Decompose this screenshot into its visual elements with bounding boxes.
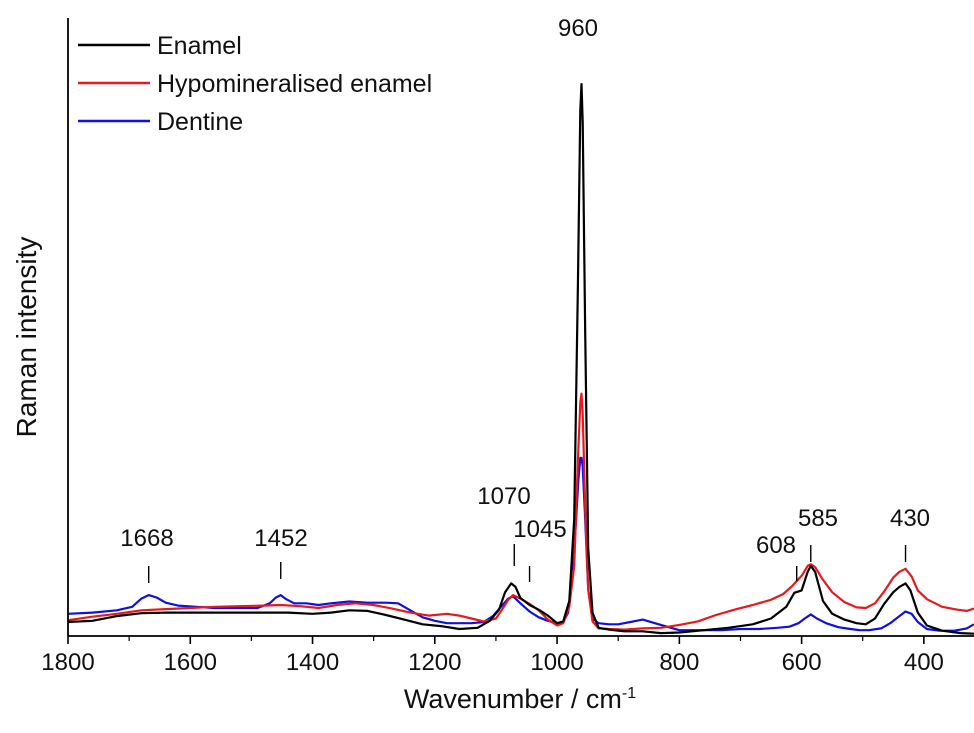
hypomineralised-enamel-line <box>67 392 974 631</box>
x-ticks: 1800 1600 1400 1200 1000 800 600 400 <box>41 636 944 676</box>
x-tick-label: 1600 <box>164 649 217 676</box>
legend-label: Dentine <box>157 108 243 136</box>
peak-label-1668: 1668 <box>120 525 173 552</box>
legend-label: Hypomineralised enamel <box>157 70 432 98</box>
y-axis-label: Raman intensity <box>11 237 42 438</box>
axes <box>67 18 974 637</box>
peak-label-1452: 1452 <box>254 525 307 552</box>
x-tick-label: 800 <box>659 649 699 676</box>
legend-label: Enamel <box>157 32 242 60</box>
enamel-line <box>67 83 974 635</box>
peak-label-960: 960 <box>558 15 598 42</box>
x-tick-label: 1400 <box>286 649 339 676</box>
x-axis-label-superscript: -1 <box>622 685 636 702</box>
x-tick-label: 1000 <box>530 649 583 676</box>
x-tick-label: 1200 <box>408 649 461 676</box>
peak-label-430: 430 <box>890 505 930 532</box>
peak-label-608: 608 <box>756 532 796 559</box>
x-tick-label: 400 <box>904 649 944 676</box>
peak-label-1070: 1070 <box>477 483 530 510</box>
x-tick-label: 1800 <box>41 649 94 676</box>
series-lines <box>67 83 974 635</box>
x-axis-label: Wavenumber / cm-1 <box>404 684 636 714</box>
legend: Enamel Hypomineralised enamel Dentine <box>78 32 432 136</box>
peak-label-1045: 1045 <box>513 516 566 543</box>
peak-label-585: 585 <box>798 505 838 532</box>
x-tick-label: 600 <box>782 649 822 676</box>
